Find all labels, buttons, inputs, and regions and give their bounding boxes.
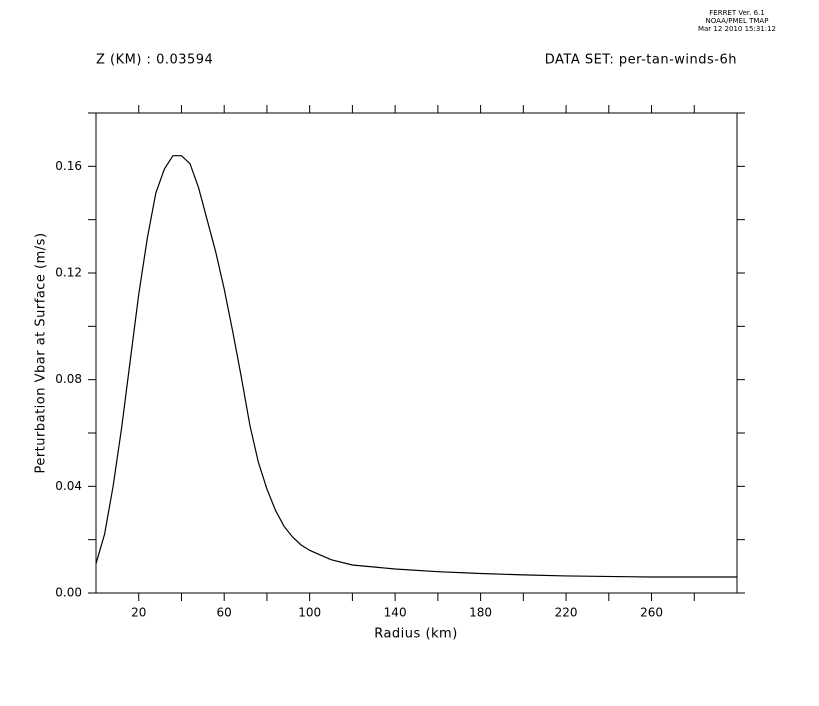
plot-frame bbox=[95, 112, 738, 594]
x-axis-label: Radius (km) bbox=[374, 627, 458, 642]
x-tick-label: 60 bbox=[217, 606, 232, 620]
x-tick-label: 140 bbox=[384, 606, 407, 620]
x-tick-label: 100 bbox=[298, 606, 321, 620]
y-tick-label: 0.00 bbox=[55, 586, 82, 600]
x-tick-label: 220 bbox=[555, 606, 578, 620]
stamp: FERRET Ver. 6.1 bbox=[709, 9, 764, 17]
x-tick-label: 20 bbox=[131, 606, 146, 620]
y-tick-label: 0.12 bbox=[55, 266, 82, 280]
x-tick-label: 260 bbox=[640, 606, 663, 620]
stamp: Mar 12 2010 15:31:12 bbox=[698, 25, 776, 33]
y-tick-label: 0.16 bbox=[55, 159, 82, 173]
y-tick-label: 0.08 bbox=[55, 372, 82, 386]
header-left: Z (KM) : 0.03594 bbox=[96, 53, 213, 68]
header-right: DATA SET: per-tan-winds-6h bbox=[545, 53, 737, 68]
y-axis-label: Perturbation Vbar at Surface (m/s) bbox=[34, 232, 49, 473]
data-line bbox=[95, 155, 737, 578]
x-tick-label: 180 bbox=[469, 606, 492, 620]
stamp: NOAA/PMEL TMAP bbox=[706, 17, 769, 25]
y-tick-label: 0.04 bbox=[55, 479, 82, 493]
